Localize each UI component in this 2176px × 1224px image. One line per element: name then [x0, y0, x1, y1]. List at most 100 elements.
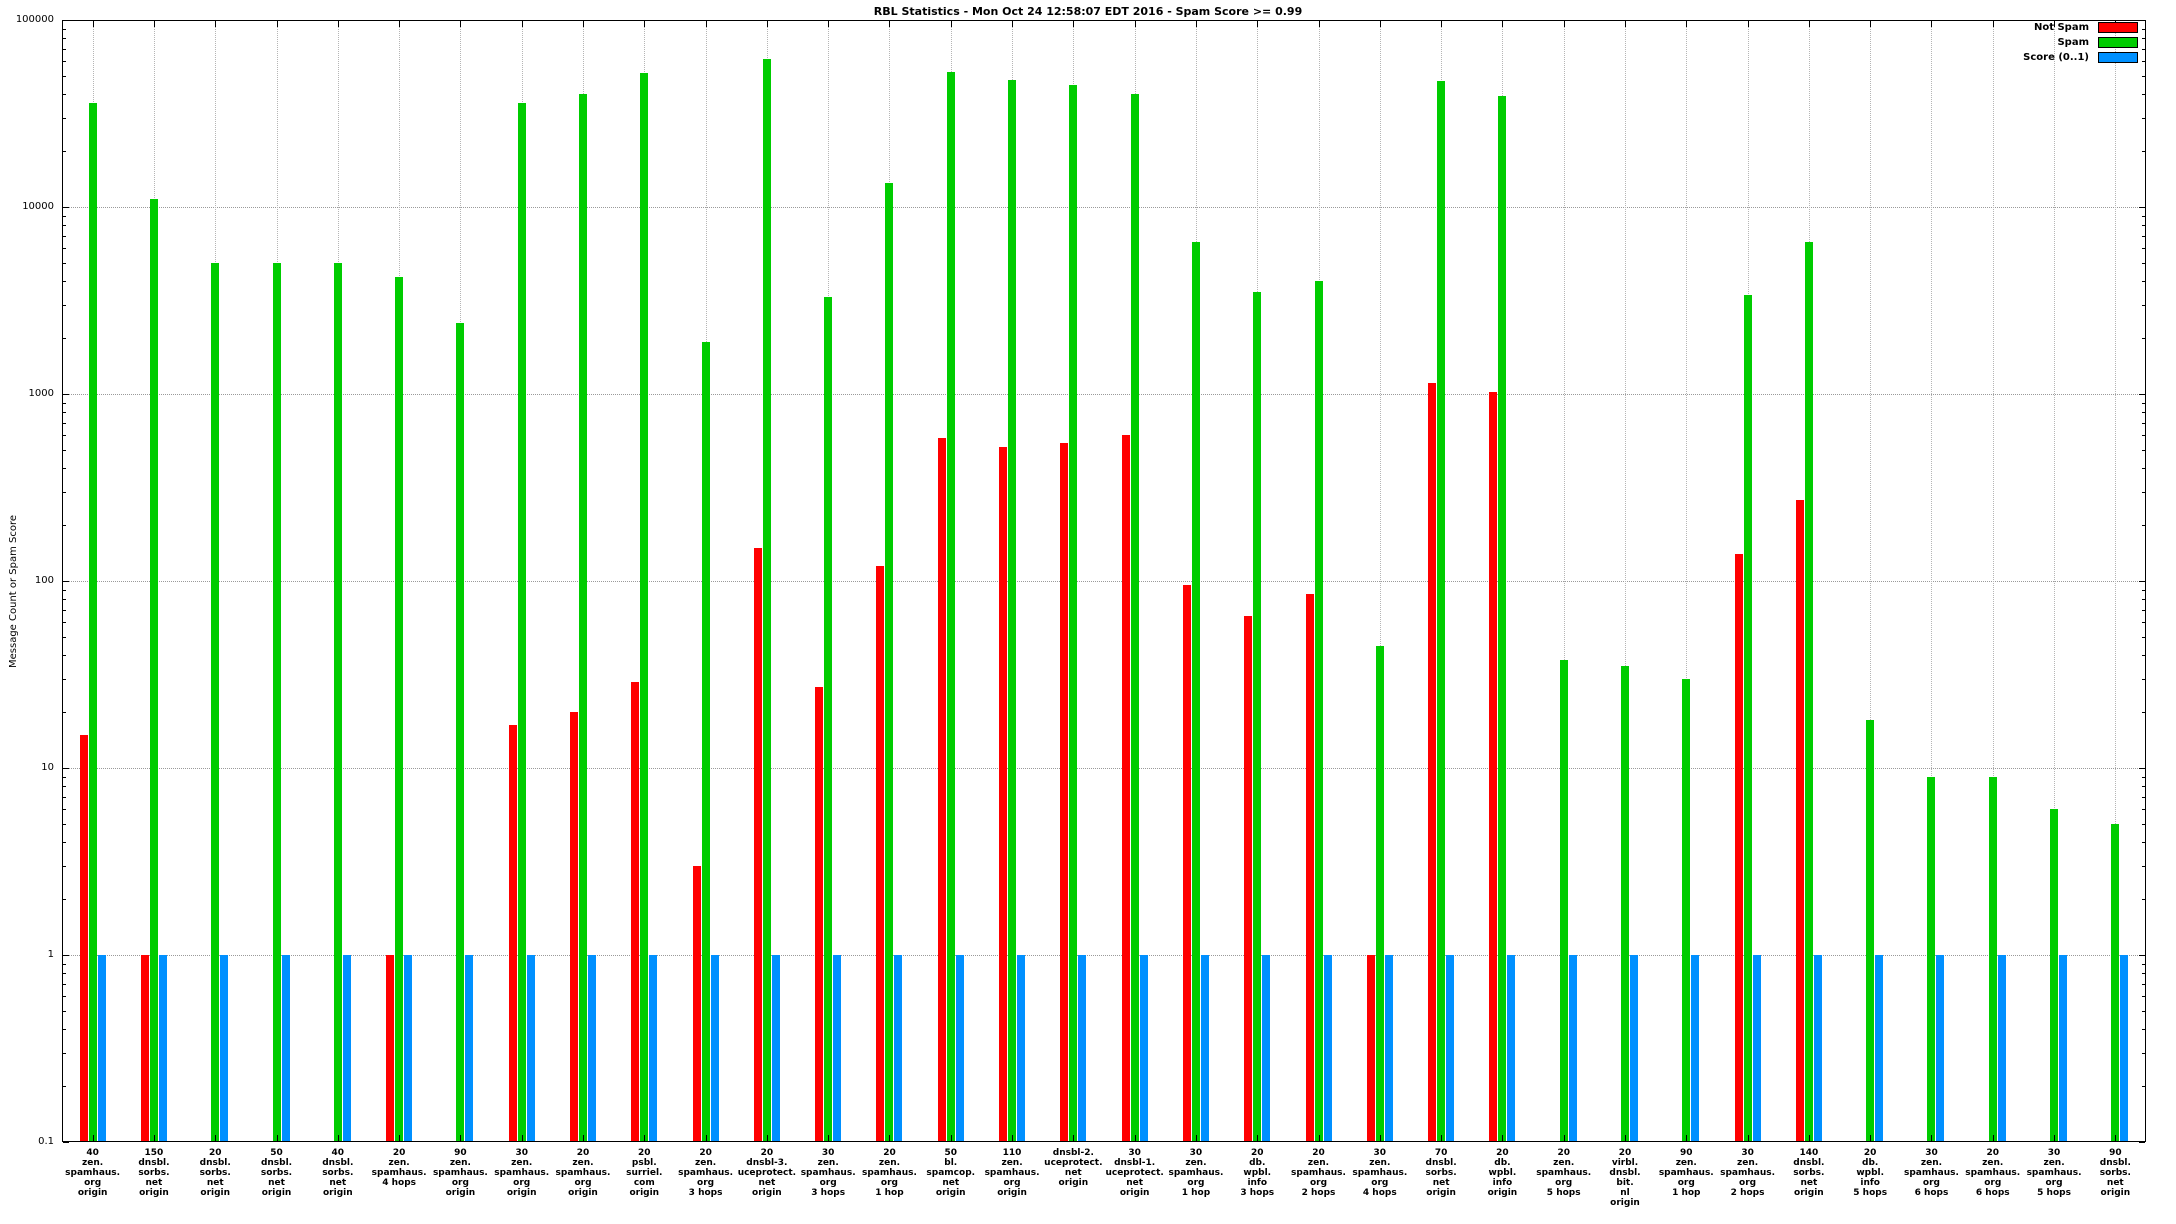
- bar-not-spam: [815, 687, 824, 1142]
- bar-not-spam: [570, 711, 578, 1142]
- y-minor-tick-mark: [63, 422, 66, 424]
- legend-item: Spam: [2057, 37, 2138, 48]
- x-tick-mark: [1318, 21, 1320, 27]
- bar-spam: [946, 71, 955, 1142]
- x-tick-mark: [337, 21, 339, 27]
- bar-spam: [211, 263, 220, 1142]
- bar-not-spam: [1121, 435, 1130, 1142]
- bar-not-spam: [1182, 585, 1191, 1142]
- x-tick-mark: [215, 1135, 217, 1141]
- x-gridline: [1625, 20, 1626, 1142]
- bar-spam: [1191, 241, 1200, 1142]
- y-minor-tick-mark: [63, 48, 66, 50]
- y-tick-mark: [2139, 394, 2145, 395]
- bar-score-0-1-: [342, 955, 351, 1142]
- x-tick-mark: [521, 21, 523, 27]
- y-minor-tick-mark: [2142, 865, 2145, 867]
- y-minor-tick-mark: [2142, 678, 2145, 680]
- y-tick-label: 1: [47, 949, 54, 960]
- x-tick-label: 20 virbl. dnsbl. bit. nl origin: [1609, 1148, 1641, 1208]
- x-tick-mark: [1257, 1135, 1259, 1141]
- y-minor-tick-mark: [63, 796, 66, 798]
- y-minor-tick-mark: [63, 150, 66, 152]
- y-minor-tick-mark: [63, 1029, 66, 1031]
- x-tick-mark: [92, 21, 94, 27]
- x-tick-mark: [1808, 1135, 1810, 1141]
- x-tick-mark: [1992, 1135, 1994, 1141]
- x-tick-mark: [1563, 1135, 1565, 1141]
- x-tick-mark: [583, 21, 584, 27]
- x-tick-mark: [1073, 21, 1075, 27]
- y-minor-tick-mark: [2142, 711, 2145, 713]
- x-tick-mark: [1563, 21, 1565, 27]
- bar-score-0-1-: [710, 955, 719, 1142]
- x-tick-mark: [1012, 21, 1014, 27]
- bar-not-spam: [1305, 594, 1314, 1142]
- x-tick-label: 30 dnsbl-1. uceprotect. net origin: [1105, 1148, 1164, 1198]
- bar-score-0-1-: [1323, 955, 1332, 1142]
- y-gridline: [62, 207, 2146, 208]
- x-tick-mark: [521, 1135, 523, 1141]
- y-minor-tick-mark: [63, 468, 66, 470]
- x-tick-label: 20 zen. spamhaus. org 1 hop: [862, 1148, 917, 1198]
- y-tick-label: 0.1: [38, 1136, 54, 1147]
- bar-spam: [824, 297, 833, 1142]
- bar-score-0-1-: [1875, 955, 1884, 1142]
- x-tick-mark: [1379, 21, 1381, 27]
- x-tick-mark: [766, 1135, 768, 1141]
- y-minor-tick-mark: [63, 678, 66, 680]
- x-tick-mark: [276, 21, 278, 27]
- bar-spam: [1927, 776, 1936, 1142]
- y-minor-tick-mark: [2142, 76, 2145, 78]
- bar-not-spam: [999, 447, 1008, 1142]
- x-tick-mark: [1931, 1135, 1933, 1141]
- y-minor-tick-mark: [63, 117, 66, 119]
- bar-spam: [333, 263, 342, 1142]
- x-tick-label: 110 zen. spamhaus. org origin: [984, 1148, 1040, 1198]
- x-tick-mark: [1318, 1135, 1320, 1141]
- y-minor-tick-mark: [63, 1085, 66, 1087]
- y-minor-tick-mark: [63, 248, 66, 250]
- x-tick-label: 90 zen. spamhaus. org origin: [432, 1148, 488, 1198]
- y-minor-tick-mark: [63, 94, 66, 96]
- x-tick-label: 30 zen. spamhaus. org 3 hops: [800, 1148, 856, 1198]
- y-minor-tick-mark: [2142, 963, 2145, 965]
- x-tick-mark: [1441, 1135, 1443, 1141]
- y-minor-tick-mark: [2142, 337, 2145, 339]
- bar-score-0-1-: [833, 955, 842, 1142]
- x-tick-label: 20 db. wpbl. info 3 hops: [1240, 1148, 1275, 1198]
- x-tick-mark: [889, 1135, 891, 1141]
- x-tick-label: 30 zen. spamhaus. org 1 hop: [1168, 1148, 1224, 1198]
- x-tick-mark: [1992, 21, 1994, 27]
- bar-not-spam: [692, 865, 701, 1142]
- y-minor-tick-mark: [2142, 402, 2145, 404]
- y-minor-tick-mark: [63, 28, 66, 30]
- x-tick-mark: [1870, 21, 1872, 27]
- x-tick-label: 50 dnsbl. sorbs. net origin: [260, 1148, 293, 1198]
- y-tick-label: 1000: [28, 388, 54, 399]
- x-tick-mark: [92, 1135, 94, 1141]
- x-gridline: [1563, 20, 1565, 1142]
- y-minor-tick-mark: [63, 225, 66, 227]
- y-minor-tick-mark: [2142, 637, 2145, 639]
- y-tick-mark: [2139, 581, 2145, 582]
- x-tick-mark: [1502, 21, 1504, 27]
- y-minor-tick-mark: [2142, 235, 2145, 237]
- x-tick-mark: [337, 1135, 339, 1141]
- bar-not-spam: [1489, 392, 1498, 1142]
- bar-spam: [579, 94, 587, 1142]
- y-minor-tick-mark: [63, 842, 66, 844]
- y-minor-tick-mark: [63, 622, 66, 624]
- bar-spam: [1498, 96, 1507, 1142]
- x-tick-mark: [1134, 21, 1136, 27]
- x-tick-label: 20 db. wpbl. info origin: [1487, 1148, 1518, 1198]
- y-minor-tick-mark: [63, 235, 66, 237]
- x-tick-label: 20 dnsbl-3. uceprotect. net origin: [737, 1148, 797, 1198]
- bar-not-spam: [1428, 382, 1437, 1142]
- x-tick-mark: [460, 21, 462, 27]
- x-tick-label: 50 bl. spamcop. net origin: [926, 1148, 976, 1198]
- y-minor-tick-mark: [63, 450, 66, 452]
- y-minor-tick-mark: [2142, 491, 2145, 493]
- bar-score-0-1-: [1691, 955, 1700, 1142]
